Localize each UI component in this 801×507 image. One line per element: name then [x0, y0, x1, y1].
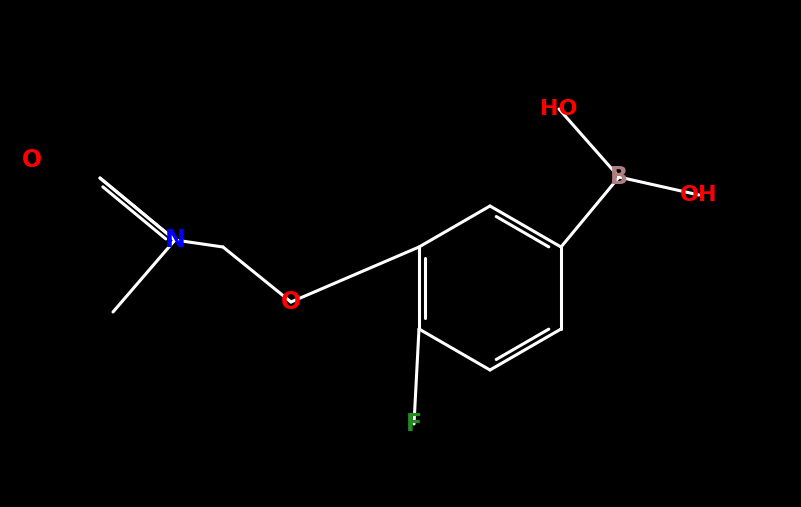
Text: OH: OH — [680, 185, 718, 205]
Text: O: O — [22, 148, 42, 172]
Text: O: O — [281, 290, 301, 314]
Text: B: B — [610, 165, 628, 189]
Text: F: F — [406, 412, 422, 436]
Text: N: N — [164, 228, 185, 252]
Text: HO: HO — [540, 99, 578, 119]
